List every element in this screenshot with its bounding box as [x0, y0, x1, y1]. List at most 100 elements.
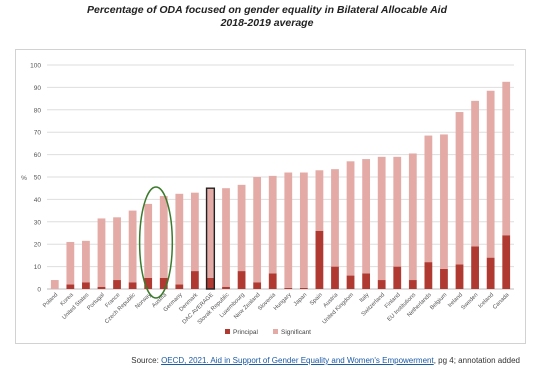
bar-significant-belgium-25	[440, 134, 448, 269]
bar-principal-united-kingdom-19	[346, 275, 355, 289]
y-tick-label-80: 80	[34, 107, 42, 114]
y-tick-label-10: 10	[34, 264, 42, 271]
y-tick-label-20: 20	[34, 242, 42, 249]
bar-principal-japan-16	[299, 287, 308, 289]
highlight-ellipse	[138, 186, 174, 299]
bar-principal-finland-22	[393, 266, 402, 289]
bar-principal-norway-6	[144, 277, 153, 289]
bar-significant-germany-8	[175, 193, 184, 285]
legend-label-principal: Principal	[233, 329, 258, 336]
source-note: Source: OECD, 2021. Aid in Support of Ge…	[0, 355, 534, 367]
bar-significant-eu-institutions-23	[408, 153, 417, 281]
x-tick-label-canada-29: Canada	[492, 292, 511, 311]
bar-significant-netherlands-24	[424, 135, 433, 263]
bar-principal-luxembourg-12	[237, 271, 246, 289]
bar-significant-austria-18	[331, 169, 339, 267]
bar-significant-korea-1	[66, 241, 75, 285]
annotations	[138, 186, 216, 299]
bar-principal-belgium-25	[440, 268, 448, 289]
chart-title-line2: 2018-2019 average	[220, 17, 314, 29]
bar-principal-united-states-2	[82, 282, 90, 289]
bar-principal-netherlands-24	[424, 262, 433, 289]
bar-significant-luxembourg-12	[237, 184, 246, 272]
bar-significant-switzerland-21	[377, 156, 386, 281]
bar-principal-switzerland-21	[377, 280, 386, 289]
bar-principal-new-zealand-13	[253, 282, 262, 289]
bar-principal-canada-29	[502, 235, 511, 289]
bar-significant-united-kingdom-19	[346, 161, 355, 276]
bar-principal-germany-8	[175, 284, 184, 289]
bar-principal-sweden-27	[471, 246, 479, 289]
bar-principal-france-4	[113, 280, 121, 289]
bar-principal-hungary-15	[284, 287, 293, 289]
y-axis: 0 10 20 30 40 50 60 70 80 90 100%	[21, 63, 41, 294]
bar-significant-iceland-28	[486, 90, 495, 258]
gridlines	[47, 64, 514, 290]
y-tick-label-30: 30	[34, 219, 42, 226]
bar-significant-austria-7	[159, 196, 168, 278]
x-tick-label-portugal-3: Portugal	[86, 292, 106, 312]
legend: Principal Significant	[225, 329, 311, 336]
bar-significant-spain-17	[315, 170, 324, 231]
bar-principal-austria-18	[331, 266, 339, 289]
bar-principal-czech-republic-5	[128, 282, 137, 289]
bar-significant-finland-22	[393, 156, 402, 267]
y-tick-label-50: 50	[34, 175, 42, 182]
bar-significant-japan-16	[299, 172, 308, 288]
bar-significant-france-4	[113, 217, 121, 281]
y-tick-label-90: 90	[34, 85, 42, 92]
y-tick-label-40: 40	[34, 197, 42, 204]
bar-principal-italy-20	[362, 273, 371, 289]
bar-significant-sweden-27	[471, 100, 479, 247]
bar-principal-eu-institutions-23	[408, 280, 417, 289]
bars	[50, 81, 511, 289]
y-tick-label-60: 60	[34, 152, 42, 159]
bar-principal-denmark-9	[190, 271, 199, 289]
dac-average-outline	[205, 187, 216, 290]
bar-significant-new-zealand-13	[253, 177, 262, 283]
legend-swatch-significant	[273, 329, 278, 334]
legend-label-significant: Significant	[281, 329, 311, 336]
bar-principal-korea-1	[66, 284, 75, 289]
source-prefix: Source:	[131, 356, 162, 365]
x-tick-label-italy-20: Italy	[359, 292, 371, 304]
bar-significant-hungary-15	[284, 172, 293, 288]
x-tick-label-sweden-27: Sweden	[460, 292, 479, 311]
bar-principal-slovak-republic-11	[222, 286, 230, 289]
bar-principal-dac-average-10	[206, 277, 215, 289]
source-suffix: , pg 4; annotation added	[433, 356, 520, 365]
bar-significant-dac-average-10	[206, 188, 215, 278]
bar-significant-slovenia-14	[268, 175, 277, 274]
x-tick-label-japan-16: Japan	[293, 292, 308, 307]
bar-principal-iceland-28	[486, 257, 495, 289]
chart-title-line1: Percentage of ODA focused on gender equa…	[87, 4, 447, 16]
bar-principal-austria-7	[159, 277, 168, 289]
chart-title: Percentage of ODA focused on gender equa…	[0, 4, 534, 30]
bar-significant-norway-6	[144, 203, 153, 278]
bar-principal-ireland-26	[455, 264, 464, 289]
bar-significant-slovak-republic-11	[222, 188, 230, 287]
bar-principal-slovenia-14	[268, 273, 277, 289]
y-tick-label-0: 0	[37, 287, 41, 294]
bar-principal-portugal-3	[97, 286, 106, 289]
bar-significant-denmark-9	[190, 192, 199, 272]
y-tick-label-100: 100	[30, 63, 41, 70]
bar-significant-ireland-26	[455, 112, 464, 265]
legend-swatch-principal	[225, 329, 230, 334]
bar-significant-czech-republic-5	[128, 210, 137, 283]
x-tick-label-hungary-15: Hungary	[273, 292, 293, 312]
bar-significant-italy-20	[362, 159, 371, 274]
bar-principal-spain-17	[315, 230, 324, 289]
y-tick-label-70: 70	[34, 130, 42, 137]
bar-significant-poland-0	[50, 280, 59, 289]
x-tick-label-belgium-25: Belgium	[429, 292, 448, 311]
source-link[interactable]: OECD, 2021. Aid in Support of Gender Equ…	[161, 356, 434, 365]
bar-significant-canada-29	[502, 81, 511, 236]
chart-frame	[15, 49, 526, 344]
x-tick-label-poland-0: Poland	[42, 292, 59, 309]
bar-significant-united-states-2	[82, 240, 90, 283]
y-axis-label: %	[21, 175, 27, 182]
bar-significant-portugal-3	[97, 218, 106, 287]
